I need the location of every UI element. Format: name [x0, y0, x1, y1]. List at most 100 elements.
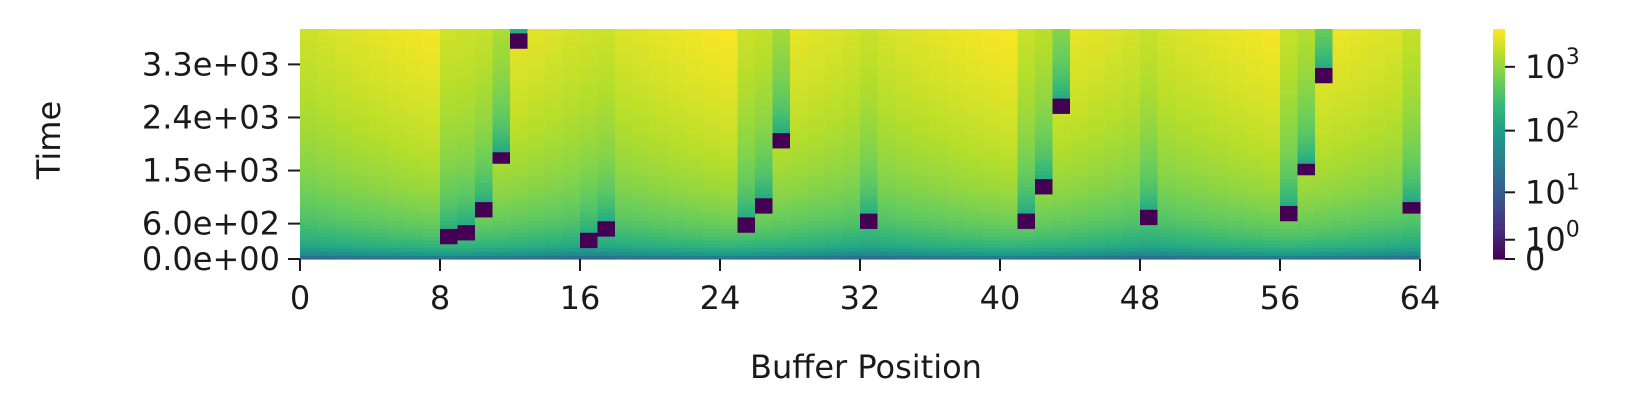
heatmap-cell: [317, 48, 336, 53]
heatmap-cell: [370, 155, 389, 160]
heatmap-cell: [1175, 121, 1194, 126]
heatmap-cell: [632, 144, 651, 149]
heatmap-cell: [702, 216, 721, 222]
heatmap-cell: [1087, 167, 1106, 172]
heatmap-cell: [685, 59, 704, 65]
heatmap-cell: [912, 236, 931, 241]
heatmap-cell: [1192, 121, 1211, 126]
heatmap-cell: [1017, 105, 1036, 111]
heatmap-cell: [825, 86, 844, 91]
heatmap-cell: [1175, 98, 1194, 103]
heatmap-cell: [1175, 94, 1194, 99]
heatmap-cell: [1105, 182, 1124, 187]
heatmap-cell: [772, 144, 791, 149]
heatmap-cell: [720, 117, 739, 122]
heatmap-cell: [1105, 255, 1124, 260]
heatmap-cell: [370, 75, 389, 80]
heatmap-cell: [737, 113, 756, 118]
heatmap-cell: [1087, 67, 1106, 72]
heatmap-cell: [1262, 29, 1281, 34]
heatmap-cell: [370, 67, 389, 72]
heatmap-cell: [1367, 147, 1386, 153]
heatmap-cell: [527, 232, 546, 237]
heatmap-cell: [1122, 155, 1141, 160]
heatmap-cell: [475, 32, 494, 38]
heatmap-cell: [1227, 186, 1246, 191]
heatmap-cell: [825, 29, 844, 34]
heatmap-cell: [352, 170, 371, 176]
y-axis: 0.0e+006.0e+021.5e+032.4e+033.3e+03: [142, 45, 300, 278]
heatmap-cell: [685, 48, 704, 53]
heatmap-cell: [1402, 132, 1421, 137]
heatmap-cell: [580, 216, 599, 222]
heatmap-cell: [1105, 236, 1124, 241]
heatmap-cell: [982, 36, 1001, 42]
heatmap-cells: [300, 29, 1421, 260]
heatmap-cell: [1052, 113, 1071, 118]
heatmap-cell: [1385, 182, 1404, 187]
heatmap-cell: [1157, 220, 1176, 226]
heatmap-cell: [842, 98, 861, 103]
heatmap-cell: [615, 159, 634, 164]
heatmap-cell: [685, 117, 704, 122]
heatmap-cell: [720, 98, 739, 103]
heatmap-cell: [492, 170, 511, 176]
colorbar-segment: [1493, 129, 1505, 132]
heatmap-cell: [335, 209, 354, 214]
heatmap-cell: [457, 71, 476, 76]
heatmap-cell: [772, 78, 791, 84]
heatmap-cell: [632, 190, 651, 195]
heatmap-cell: [965, 140, 984, 145]
heatmap-cell: [825, 105, 844, 111]
heatmap-cell: [440, 144, 459, 149]
heatmap-cell: [790, 132, 809, 137]
heatmap-cell: [1245, 71, 1264, 76]
heatmap-cell: [930, 220, 949, 226]
heatmap-cell: [912, 101, 931, 107]
heatmap-cell: [702, 105, 721, 111]
heatmap-cell: [877, 228, 896, 233]
heatmap-cell: [440, 132, 459, 137]
heatmap-cell: [492, 178, 511, 183]
heatmap-cell: [387, 159, 406, 164]
heatmap-cell: [1367, 132, 1386, 137]
heatmap-cell: [1367, 213, 1386, 218]
heatmap-cell: [370, 82, 389, 88]
heatmap-cell: [667, 124, 686, 130]
heatmap-cell: [650, 178, 669, 183]
heatmap-cell: [1297, 52, 1316, 57]
heatmap-cell: [650, 52, 669, 57]
heatmap-cell: [1192, 78, 1211, 84]
heatmap-cell: [615, 44, 634, 49]
heatmap-cell: [1280, 105, 1299, 111]
heatmap-cell: [685, 155, 704, 160]
heatmap-cell: [685, 247, 704, 252]
heatmap-cell: [597, 124, 616, 130]
heatmap-cell: [1122, 71, 1141, 76]
heatmap-cell: [842, 32, 861, 38]
heatmap-cell: [1105, 55, 1124, 61]
heatmap-cell: [1175, 251, 1194, 256]
heatmap-cell: [1280, 228, 1299, 233]
heatmap-cell: [440, 29, 459, 34]
heatmap-cell: [1157, 86, 1176, 91]
heatmap-cell: [1000, 78, 1019, 84]
heatmap-cell: [1175, 224, 1194, 229]
heatmap-cell: [1035, 174, 1054, 180]
heatmap-cell: [965, 75, 984, 80]
heatmap-cell: [1000, 128, 1019, 134]
heatmap-cell: [1122, 159, 1141, 164]
heatmap-cell: [1280, 159, 1299, 164]
heatmap-cell: [685, 216, 704, 222]
heatmap-cell: [1367, 170, 1386, 176]
heatmap-cell: [702, 247, 721, 252]
heatmap-cell: [720, 32, 739, 38]
heatmap-cell: [982, 132, 1001, 137]
heatmap-cell: [790, 220, 809, 226]
heatmap-cell: [912, 98, 931, 103]
heatmap-cell: [737, 32, 756, 38]
heatmap-cell: [352, 205, 371, 210]
colorbar-segment: [1493, 39, 1505, 42]
heatmap-cell: [965, 36, 984, 42]
heatmap-cell: [1350, 170, 1369, 176]
